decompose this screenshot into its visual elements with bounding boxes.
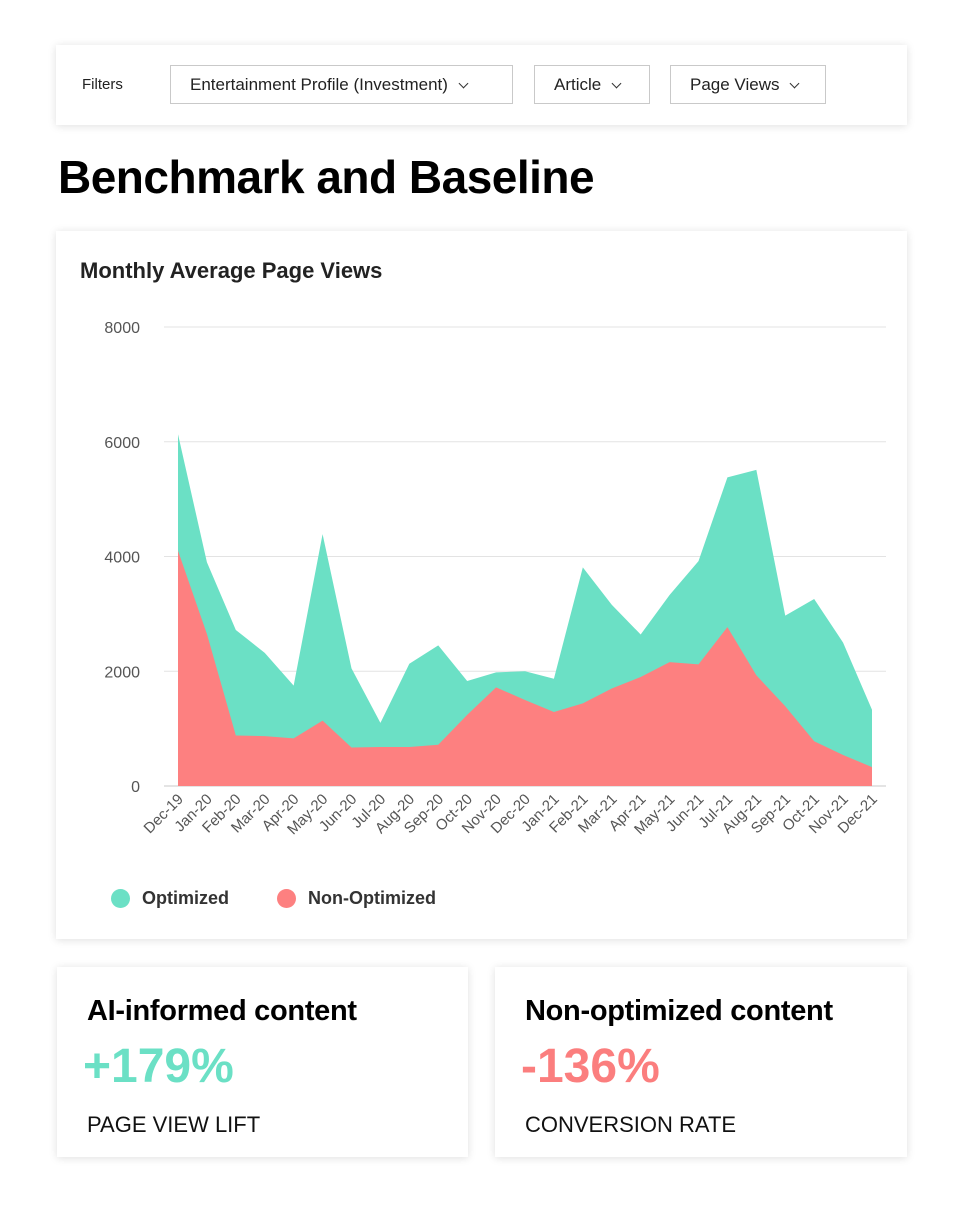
legend-label-optimized: Optimized (142, 888, 230, 908)
y-tick-label: 6000 (104, 435, 140, 452)
chevron-down-icon (458, 78, 469, 88)
area-chart: 02000400060008000Dec-19Jan-20Feb-20Mar-2… (104, 320, 886, 838)
legend-label-non-optimized: Non-Optimized (308, 888, 436, 908)
legend-item-non-optimized[interactable]: Non-Optimized (277, 888, 436, 909)
legend-item-optimized[interactable]: Optimized (111, 888, 229, 909)
legend-dot-optimized (111, 889, 130, 908)
chevron-down-icon (790, 78, 800, 88)
y-tick-label: 8000 (104, 320, 140, 337)
stat-caption: CONVERSION RATE (525, 1112, 737, 1137)
stat-value: +179% (83, 1040, 234, 1093)
chart-title: Monthly Average Page Views (80, 258, 383, 283)
profile-filter-dropdown[interactable]: Entertainment Profile (Investment) (170, 65, 513, 104)
metric-filter-label: Page Views (690, 74, 780, 94)
y-tick-label: 0 (131, 779, 140, 796)
stat-title: AI-informed content (87, 995, 357, 1027)
content-type-filter-label: Article (554, 74, 602, 94)
profile-filter-label: Entertainment Profile (Investment) (190, 74, 448, 94)
filters-label: Filters (82, 76, 123, 93)
page-title: Benchmark and Baseline (58, 151, 595, 203)
y-tick-label: 2000 (104, 664, 140, 681)
chart-card: Monthly Average Page Views 0 2000 4000 6000… (56, 231, 907, 939)
legend-dot-non-optimized (277, 889, 296, 908)
content-type-filter-dropdown[interactable]: Article (534, 65, 650, 104)
filters-bar: Filters Entertainment Profile (Investmen… (56, 45, 907, 125)
stat-card-optimized: AI-informed content +179% PAGE VIEW LIFT (57, 967, 468, 1157)
stat-value: -136% (521, 1040, 660, 1093)
metric-filter-dropdown[interactable]: Page Views (670, 65, 826, 104)
stat-card-non-optimized: Non-optimized content -136% CONVERSION R… (495, 967, 907, 1157)
stat-title: Non-optimized content (525, 995, 833, 1027)
area-non-optimized (178, 550, 872, 786)
y-tick-label: 4000 (104, 550, 140, 567)
chevron-down-icon (611, 78, 622, 88)
stat-caption: PAGE VIEW LIFT (87, 1112, 261, 1137)
